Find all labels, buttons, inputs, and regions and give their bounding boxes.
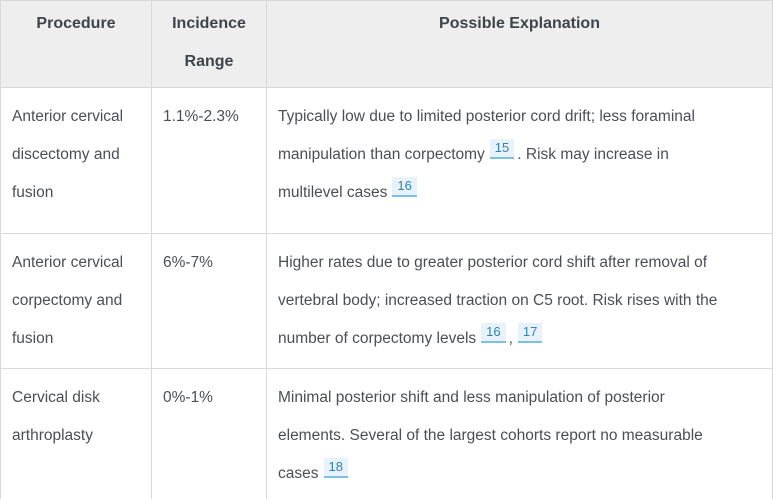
citation-link[interactable]: 16 [392,177,417,197]
procedure-cell: Cervical disk arthroplasty [0,368,152,499]
citation-link[interactable]: 15 [489,139,515,159]
citation-link[interactable]: 18 [323,458,348,478]
column-header-possible-explanation: Possible Explanation [266,0,773,88]
explanation-cell: Minimal posterior shift and less manipul… [266,368,773,499]
incidence-cell: 6%-7% [151,233,267,369]
text-run: manipulation than corpectomy [278,146,485,163]
column-header-procedure: Procedure [0,0,152,88]
column-header-incidence-range: Incidence Range [151,0,267,88]
incidence-cell: 0%-1% [151,368,267,499]
text-run: Minimal posterior shift and less manipul… [278,389,665,406]
table-row: Anterior cervical discectomy and fusion … [0,87,773,234]
text-run: cases [278,465,319,482]
citation-link[interactable]: 17 [517,323,543,343]
text-run: multilevel cases [278,184,388,201]
text-run: Typically low due to limited posterior c… [278,108,695,125]
text-run: . Risk may increase in [517,146,669,163]
table-body: Anterior cervical discectomy and fusion … [0,87,773,499]
text-run: vertebral body; increased traction on C5… [278,292,718,309]
table-row: Anterior cervical corpectomy and fusion … [0,233,773,369]
text-run: Higher rates due to greater posterior co… [278,254,708,271]
table-header: Procedure Incidence Range Possible Expla… [0,0,773,88]
incidence-cell: 1.1%-2.3% [151,87,267,234]
procedure-cell: Anterior cervical corpectomy and fusion [0,233,152,369]
text-run: elements. Several of the largest cohorts… [278,427,703,444]
procedure-cell: Anterior cervical discectomy and fusion [0,87,152,234]
explanation-cell: Higher rates due to greater posterior co… [266,233,773,369]
text-run: number of corpectomy levels [278,330,477,347]
table-row: Cervical disk arthroplasty 0%-1% Minimal… [0,368,773,499]
text-run: , [508,330,513,347]
explanation-cell: Typically low due to limited posterior c… [266,87,773,234]
header-row: Procedure Incidence Range Possible Expla… [0,0,773,88]
citation-link[interactable]: 16 [481,323,506,343]
